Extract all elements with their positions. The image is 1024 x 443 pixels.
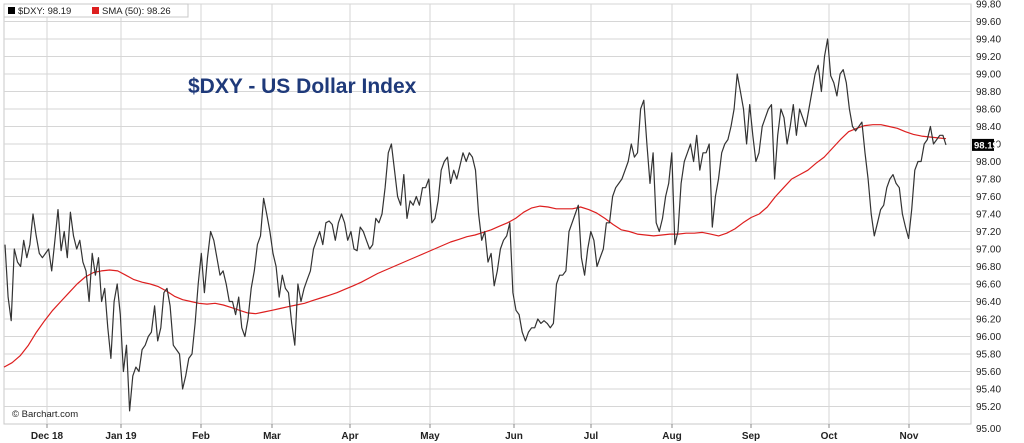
- x-tick-label: Feb: [192, 431, 210, 442]
- legend-price-swatch: [8, 7, 15, 14]
- y-tick-label: 96.00: [976, 332, 1001, 343]
- last-value-box: [972, 138, 994, 151]
- chart-title: $DXY - US Dollar Index: [188, 75, 417, 98]
- x-tick-label: Nov: [900, 431, 919, 442]
- legend-sma-label: SMA (50): 98.26: [102, 6, 171, 17]
- y-tick-label: 99.00: [976, 70, 1001, 81]
- y-tick-label: 95.40: [976, 385, 1001, 396]
- y-tick-label: 96.60: [976, 280, 1001, 291]
- y-tick-label: 98.40: [976, 122, 1001, 133]
- x-tick-label: Oct: [821, 431, 838, 442]
- y-tick-label: 97.40: [976, 210, 1001, 221]
- sma-line: [3, 124, 947, 368]
- y-axis: 95.20 95.40 95.60 95.80 96.00 96.20 96.40 96.60…: [976, 0, 1001, 435]
- last-value-label: 98.19: [974, 140, 998, 151]
- grid: [4, 3, 971, 424]
- y-tick-label: 99.20: [976, 52, 1001, 63]
- y-tick-label: 97.80: [976, 175, 1001, 186]
- price-line: [4, 38, 947, 412]
- x-tick-label: Aug: [662, 431, 681, 442]
- y-tick-label: 98.00: [976, 157, 1001, 168]
- x-tick-label: Apr: [341, 431, 358, 442]
- x-tick-label: Dec 18: [31, 431, 64, 442]
- x-axis: Dec 18 Jan 19 Feb Mar Apr May Jun Jul Aug Sep Oct N…: [31, 424, 919, 442]
- y-tick-label: 96.40: [976, 297, 1001, 308]
- sma-series: [3, 124, 947, 368]
- x-tick-label: Mar: [263, 431, 281, 442]
- y-tick-label: 98.80: [976, 87, 1001, 98]
- legend-price-label: $DXY: 98.19: [18, 6, 71, 17]
- x-tick-label: Jun: [505, 431, 523, 442]
- x-tick-label: Jan 19: [105, 431, 137, 442]
- y-tick-label: 96.20: [976, 315, 1001, 326]
- y-tick-label: 95.80: [976, 350, 1001, 361]
- y-tick-label: 95.00: [976, 424, 1001, 435]
- x-tick-label: Jul: [584, 431, 599, 442]
- y-tick-label: 95.20: [976, 402, 1001, 413]
- y-tick-label: 96.80: [976, 262, 1001, 273]
- y-tick-label: 97.00: [976, 245, 1001, 256]
- x-tick-label: Sep: [742, 431, 760, 442]
- y-tick-label: 99.40: [976, 35, 1001, 46]
- y-tick-label: 97.60: [976, 192, 1001, 203]
- legend: $DXY: 98.19 SMA (50): 98.26: [3, 3, 189, 18]
- x-tick-label: May: [420, 431, 440, 442]
- last-value-marker: 98.19: [972, 138, 998, 151]
- y-tick-label: 95.60: [976, 367, 1001, 378]
- y-tick-label: 99.80: [976, 0, 1001, 11]
- credit-label: © Barchart.com: [12, 409, 78, 420]
- y-tick-label: 98.60: [976, 105, 1001, 116]
- legend-sma-swatch: [92, 7, 99, 14]
- price-series: [4, 38, 947, 412]
- y-tick-label: 97.20: [976, 227, 1001, 238]
- y-tick-label: 99.60: [976, 17, 1001, 28]
